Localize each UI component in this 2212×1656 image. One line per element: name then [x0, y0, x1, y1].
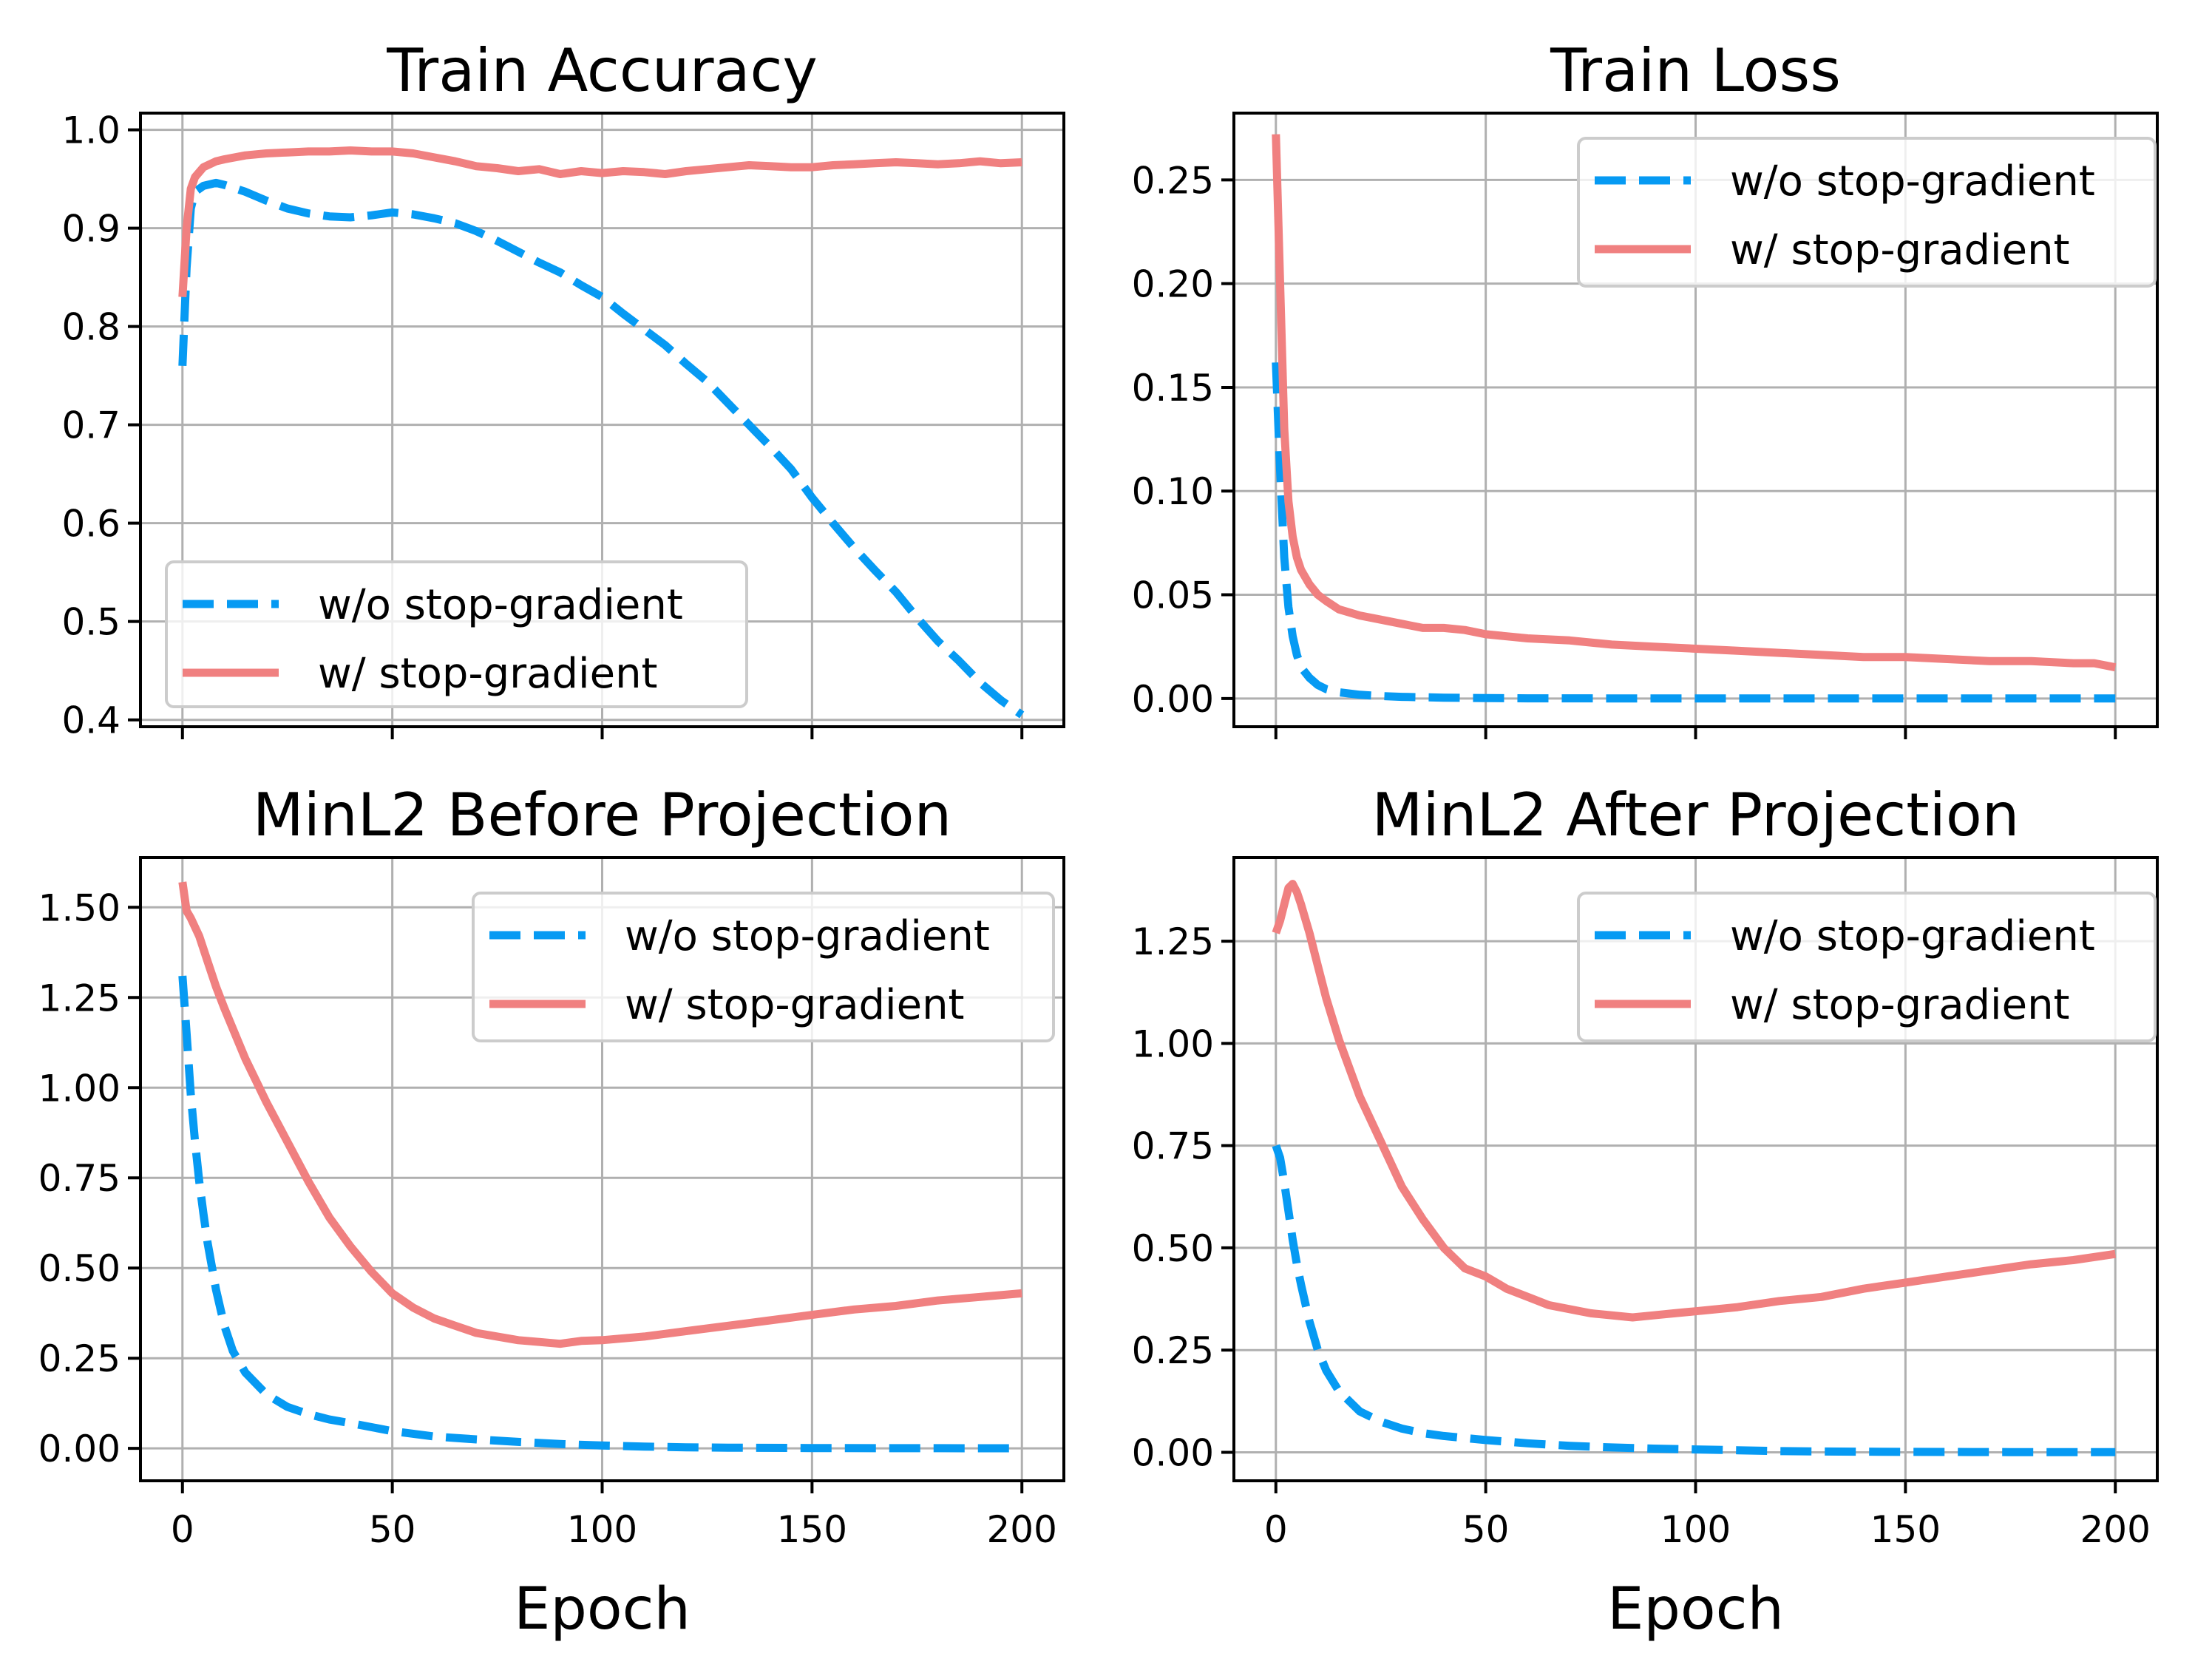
legend-box — [1577, 892, 2157, 1042]
y-tick-label: 0.7 — [61, 404, 121, 447]
y-tick-label: 0.10 — [1132, 470, 1214, 513]
legend-box — [1577, 137, 2157, 288]
series-group — [178, 881, 1022, 1453]
legend-box — [472, 892, 1055, 1042]
y-tick-label: 0.8 — [61, 306, 121, 349]
legend-label: w/o stop-gradient — [625, 912, 990, 960]
x-tick-label: 50 — [369, 1508, 416, 1551]
series-line-without-stop-gradient — [1272, 362, 2116, 703]
chart-title: Train Accuracy — [386, 36, 818, 105]
chart-panel-0: 0.4 0.5 0.6 0.7 0.8 0.9 1.0 Train Accuracy w/o s… — [61, 36, 1065, 742]
legend-label: w/ stop-gradient — [1730, 226, 2070, 274]
chart-panel-1: 0.00 0.05 0.10 0.15 0.20 0.25 Train Loss w/o st… — [1132, 36, 2159, 739]
series-group — [1272, 134, 2117, 703]
series-line-without-stop-gradient — [178, 178, 1025, 719]
y-tick-label: 0.00 — [38, 1428, 121, 1470]
legend: w/o stop-gradient w/ stop-gradient — [1577, 892, 2157, 1042]
chart-title: MinL2 After Projection — [1372, 781, 2020, 849]
y-tick-label: 0.75 — [1132, 1125, 1214, 1168]
series-line-with-stop-gradient — [178, 146, 1022, 298]
y-tick-label: 0.9 — [61, 208, 121, 251]
y-tick-label: 0.25 — [1132, 159, 1214, 202]
chart-title: MinL2 Before Projection — [253, 781, 951, 849]
legend-label: w/o stop-gradient — [1730, 912, 2095, 960]
x-tick-label: 0 — [1264, 1508, 1288, 1551]
series-line-without-stop-gradient — [1272, 1144, 2116, 1456]
x-axis-label: Epoch — [514, 1576, 691, 1643]
y-tick-label: 0.75 — [38, 1157, 121, 1200]
series-line-with-stop-gradient — [1272, 880, 2116, 1322]
series-line-without-stop-gradient — [178, 975, 1022, 1453]
x-tick-label: 200 — [2080, 1508, 2151, 1551]
x-tick-label: 200 — [987, 1508, 1057, 1551]
y-tick-label: 1.00 — [38, 1067, 121, 1110]
y-tick-label: 0.15 — [1132, 367, 1214, 410]
y-tick-label: 0.4 — [61, 699, 121, 742]
legend-label: w/o stop-gradient — [1730, 157, 2095, 206]
y-tick-label: 1.00 — [1132, 1022, 1214, 1065]
legend-label: w/ stop-gradient — [318, 650, 658, 698]
series-line-with-stop-gradient — [178, 881, 1022, 1348]
y-tick-label: 0.00 — [1132, 678, 1214, 721]
x-tick-label: 150 — [1870, 1508, 1941, 1551]
y-tick-label: 0.25 — [38, 1337, 121, 1380]
x-axis-label: Epoch — [1607, 1576, 1784, 1643]
series-group — [1272, 880, 2116, 1456]
x-tick-label: 50 — [1462, 1508, 1510, 1551]
legend-label: w/ stop-gradient — [625, 981, 965, 1029]
chart-panel-3: 0.00 0.25 0.50 0.75 1.00 1.25 0 50 100 150 200 MinL… — [1132, 781, 2159, 1643]
y-tick-label: 0.6 — [61, 503, 121, 546]
series-group — [178, 146, 1025, 719]
x-tick-label: 0 — [171, 1508, 194, 1551]
chart-title: Train Loss — [1550, 36, 1841, 105]
y-tick-label: 0.25 — [1132, 1329, 1214, 1372]
x-tick-label: 150 — [777, 1508, 847, 1551]
legend-label: w/ stop-gradient — [1730, 981, 2070, 1029]
y-tick-label: 0.00 — [1132, 1432, 1214, 1475]
x-tick-label: 100 — [1660, 1508, 1731, 1551]
legend-box — [165, 560, 748, 708]
legend: w/o stop-gradient w/ stop-gradient — [1577, 137, 2157, 288]
y-tick-label: 1.25 — [38, 977, 121, 1019]
y-tick-label: 0.5 — [61, 601, 121, 644]
legend: w/o stop-gradient w/ stop-gradient — [165, 560, 748, 708]
y-tick-label: 0.50 — [38, 1247, 121, 1290]
y-tick-label: 1.25 — [1132, 920, 1214, 963]
y-tick-label: 0.05 — [1132, 574, 1214, 617]
chart-panel-2: 0.00 0.25 0.50 0.75 1.00 1.25 1.50 0 50 100 150 200… — [38, 781, 1065, 1643]
x-tick-label: 100 — [567, 1508, 637, 1551]
legend: w/o stop-gradient w/ stop-gradient — [472, 892, 1055, 1042]
y-tick-label: 1.50 — [38, 886, 121, 929]
y-tick-label: 0.20 — [1132, 263, 1214, 306]
y-tick-label: 1.0 — [61, 109, 121, 152]
legend-label: w/o stop-gradient — [318, 581, 683, 629]
series-line-with-stop-gradient — [1272, 134, 2117, 672]
y-tick-label: 0.50 — [1132, 1227, 1214, 1270]
